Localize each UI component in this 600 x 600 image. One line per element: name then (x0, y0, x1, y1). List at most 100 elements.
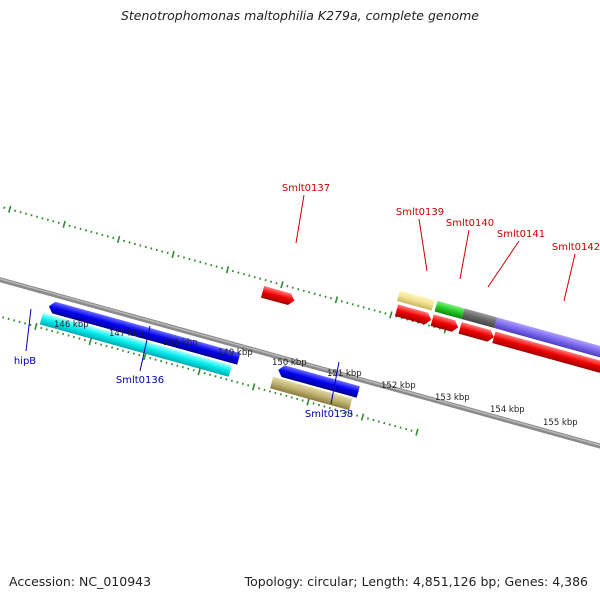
scale-label: 147 kbp (109, 329, 144, 339)
minor-tick (225, 378, 228, 381)
forward-gene-labels: Smlt0137 Smlt0139 Smlt0140 Smlt0141 Smlt… (282, 183, 600, 253)
reverse-label-leaders (25, 308, 340, 405)
minor-tick (296, 397, 299, 401)
minor-tick (377, 420, 380, 423)
minor-tick (285, 394, 288, 398)
minor-tick (155, 248, 158, 252)
scale-label: 155 kbp (543, 418, 578, 428)
leader-smlt0142 (563, 253, 576, 302)
gene-label-hipb[interactable]: hipB (14, 356, 36, 367)
major-tick (143, 353, 147, 361)
gene-smlt0140-bar[interactable] (434, 300, 465, 319)
minor-tick (384, 312, 387, 315)
gene-label-smlt0142[interactable]: Smlt0142 (552, 242, 600, 253)
minor-tick (132, 352, 135, 355)
minor-tick (111, 346, 114, 349)
gene-label-smlt0138[interactable]: Smlt0138 (305, 409, 353, 420)
minor-tick (187, 367, 190, 370)
gene-smlt0139-bar[interactable] (396, 290, 435, 311)
gene-label-smlt0140[interactable]: Smlt0140 (446, 218, 494, 229)
minor-tick (312, 402, 315, 405)
minor-tick (297, 288, 300, 291)
minor-tick (52, 220, 55, 223)
gene-red-arrow-c[interactable] (458, 322, 496, 343)
minor-tick (362, 306, 365, 309)
major-tick (88, 337, 93, 346)
gene-red-arrow-a[interactable] (394, 304, 433, 325)
minor-tick (40, 326, 43, 330)
minor-tick (230, 379, 233, 382)
gene-label-smlt0139[interactable]: Smlt0139 (396, 207, 444, 218)
minor-tick (373, 309, 376, 312)
leader-smlt0138 (330, 361, 340, 405)
minor-tick (170, 363, 174, 366)
minor-tick (253, 275, 256, 279)
minor-tick (45, 328, 48, 331)
major-tick (171, 250, 175, 259)
minor-tick (139, 244, 142, 247)
leader-smlt0137 (295, 194, 305, 244)
minor-tick (78, 337, 81, 340)
leader-hipb (25, 308, 32, 352)
minor-tick (221, 266, 224, 270)
minor-tick (51, 329, 54, 333)
minor-tick (317, 403, 321, 407)
minor-tick (334, 408, 337, 411)
minor-tick (72, 335, 76, 339)
minor-tick (67, 334, 70, 337)
gene-smlt0137-arrow[interactable] (260, 286, 296, 306)
forward-label-leaders (295, 194, 576, 302)
minor-tick (236, 381, 239, 384)
minor-tick (366, 417, 370, 420)
leader-smlt0136 (139, 325, 151, 372)
scale-label: 150 kbp (272, 358, 307, 368)
gene-label-smlt0141[interactable]: Smlt0141 (497, 229, 545, 240)
minor-tick (219, 376, 223, 379)
genome-backbone-highlight (0, 231, 600, 447)
minor-tick (79, 227, 82, 231)
major-tick (306, 398, 310, 406)
minor-tick (144, 245, 147, 249)
minor-tick (356, 414, 359, 417)
minor-tick (19, 211, 22, 214)
minor-tick (181, 366, 184, 369)
minor-tick (346, 301, 349, 305)
minor-tick (324, 295, 327, 298)
gene-red-arrow-b[interactable] (430, 314, 460, 333)
accession-text: Accession: NC_010943 (9, 574, 152, 589)
minor-tick (165, 361, 168, 364)
minor-tick (149, 356, 152, 360)
minor-tick (41, 217, 44, 220)
gene-label-smlt0136[interactable]: Smlt0136 (116, 375, 164, 386)
minor-tick (95, 232, 98, 235)
minor-tick (394, 424, 397, 428)
minor-tick (268, 390, 272, 393)
scale-labels: 146 kbp 147 kbp 148 kbp 149 kbp 150 kbp … (54, 320, 578, 428)
minor-tick (83, 338, 86, 342)
minor-tick (241, 382, 244, 386)
minor-tick (84, 229, 88, 232)
minor-tick (154, 358, 157, 361)
minor-tick (150, 247, 153, 250)
minor-tick (14, 209, 17, 212)
minor-tick (116, 347, 119, 351)
minor-tick (345, 411, 348, 414)
gene-long-blue-arrow[interactable] (47, 300, 241, 365)
minor-tick (388, 423, 391, 426)
minor-tick (340, 300, 343, 303)
minor-tick (160, 360, 163, 363)
gene-smlt0136-bar[interactable] (39, 312, 232, 377)
scale-label: 154 kbp (490, 405, 525, 415)
minor-tick (133, 242, 137, 246)
gene-red-bar-d[interactable] (492, 331, 600, 376)
major-tick (360, 413, 365, 421)
minor-tick (291, 286, 294, 289)
minor-tick (62, 332, 65, 336)
gene-smlt0141-bar[interactable] (461, 308, 498, 329)
minor-tick (259, 277, 262, 280)
gene-smlt0138-arrow[interactable] (277, 364, 360, 398)
gene-smlt0142-bar[interactable] (494, 317, 600, 361)
gene-label-smlt0137[interactable]: Smlt0137 (282, 183, 330, 194)
minor-tick (161, 250, 164, 253)
minor-tick (2, 316, 5, 319)
